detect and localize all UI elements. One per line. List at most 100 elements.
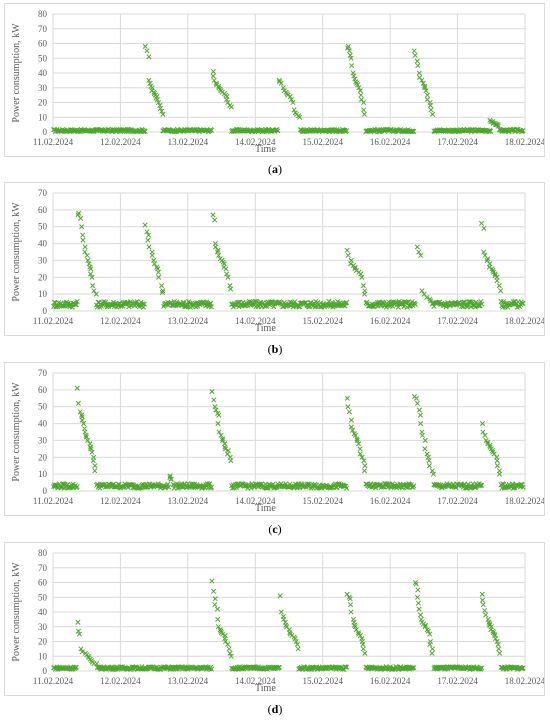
data-point [358, 92, 364, 98]
caption-d: (d) [267, 702, 283, 716]
data-point [222, 446, 228, 452]
data-point [427, 102, 434, 109]
data-point [208, 304, 215, 310]
x-axis-label: Time [255, 323, 276, 334]
data-point [81, 421, 87, 427]
chart-panel-a: 0 10 20 30 40 50 60 70 80 11.02.2024 12.02.2024 13.… [4, 3, 546, 157]
data-point [429, 650, 435, 656]
data-point [79, 224, 85, 230]
x-tick-label: 15.02.2024 [302, 496, 343, 506]
data-point [155, 99, 162, 106]
data-point [154, 96, 160, 103]
data-point [217, 627, 223, 633]
data-point [212, 596, 218, 602]
data-point [348, 417, 354, 423]
data-point [276, 664, 282, 670]
data-point [346, 409, 352, 415]
data-point [312, 304, 318, 310]
data-point [225, 274, 231, 280]
y-tick-label: 50 [38, 402, 48, 412]
data-point [492, 271, 498, 277]
data-point [287, 94, 293, 100]
data-point [491, 631, 497, 637]
data-point [344, 591, 350, 597]
data-point [519, 300, 525, 306]
x-tick-label: 13.02.2024 [168, 137, 209, 147]
chart-svg-d: 0 10 20 30 40 50 60 70 80 11.02.2024 12.02.2024 13.… [11, 548, 546, 694]
y-tick-label: 40 [38, 419, 48, 429]
data-point [361, 111, 367, 117]
data-point [209, 578, 215, 584]
x-tick-label: 13.02.2024 [168, 496, 209, 506]
data-point [491, 451, 497, 457]
data-point [280, 85, 286, 91]
data-point [212, 404, 218, 410]
y-axis-label: Power consumption, kW [11, 23, 22, 123]
data-point [345, 252, 351, 258]
data-point [411, 128, 417, 135]
data-point [362, 650, 368, 656]
data-point [146, 54, 152, 60]
chart-svg-c: 0 10 20 30 40 50 60 70 11.02.2024 12.02.2024 13.02… [11, 368, 546, 514]
data-point [352, 264, 358, 270]
data-point [520, 665, 526, 671]
data-point [353, 267, 359, 274]
x-axis-label: Time [255, 503, 276, 514]
data-point [416, 249, 422, 255]
data-point [422, 437, 428, 443]
chart-svg-b: 0 10 20 30 40 50 60 70 11.02.2024 12.02.2024 13.02… [11, 188, 546, 334]
data-point [415, 63, 421, 69]
data-point [494, 463, 500, 469]
x-tick-label: 16.02.2024 [370, 496, 411, 506]
data-point [73, 664, 79, 670]
y-tick-label: 70 [38, 24, 48, 34]
data-point [417, 412, 424, 418]
data-point [222, 635, 228, 642]
data-point [291, 107, 297, 113]
data-point [358, 96, 365, 103]
data-point [409, 665, 415, 671]
data-point [355, 630, 362, 636]
data-point [357, 88, 363, 94]
data-point [91, 288, 97, 294]
data-point [480, 429, 486, 435]
data-point [223, 638, 229, 645]
data-point [361, 99, 367, 106]
data-point [145, 237, 151, 243]
data-point [228, 286, 234, 292]
data-point [151, 261, 158, 267]
data-point [479, 482, 485, 488]
data-point [411, 48, 417, 54]
data-point [360, 641, 366, 648]
data-point [357, 633, 363, 639]
data-point [348, 609, 354, 615]
y-tick-label: 10 [38, 651, 48, 661]
x-tick-label: 11.02.2024 [33, 137, 74, 147]
data-point [74, 385, 80, 391]
data-point [352, 432, 358, 438]
x-tick-label: 17.02.2024 [437, 137, 478, 147]
data-point [213, 407, 219, 413]
data-point [417, 612, 424, 618]
y-tick-label: 40 [38, 68, 48, 78]
data-point [348, 55, 354, 61]
data-point [216, 412, 222, 418]
data-point [74, 484, 80, 490]
y-tick-label: 10 [38, 289, 48, 299]
x-tick-label: 16.02.2024 [370, 137, 411, 147]
data-point [479, 665, 485, 671]
data-point [483, 612, 489, 618]
data-point [295, 646, 301, 652]
y-tick-label: 20 [38, 637, 48, 647]
data-point [88, 446, 94, 452]
data-point [480, 602, 486, 608]
data-point [485, 616, 491, 622]
data-point [278, 80, 284, 86]
data-point [428, 107, 434, 113]
data-point [345, 404, 351, 410]
data-point [430, 111, 436, 117]
x-tick-label: 13.02.2024 [168, 676, 209, 686]
data-point [228, 104, 234, 110]
data-point [348, 424, 354, 430]
data-point [361, 468, 368, 474]
